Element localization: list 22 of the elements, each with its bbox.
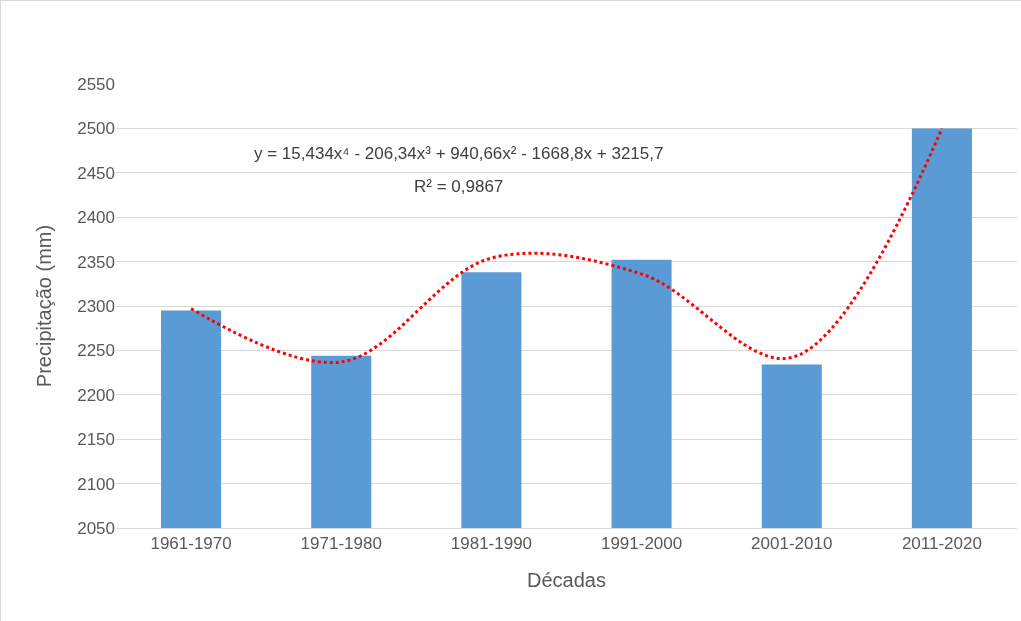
y-tick-label: 2500	[77, 119, 115, 139]
x-tick-label: 1971-1980	[300, 534, 382, 554]
annotation: y = 15,434x⁴ - 206,34x³ + 940,66x² - 1668,8x + 3215,7	[254, 144, 664, 163]
y-tick-label: 2150	[77, 430, 115, 450]
x-tick-label: 1981-1990	[450, 534, 533, 554]
y-tick-label: 2050	[77, 518, 115, 538]
y-tick-label: 2100	[77, 474, 115, 494]
line-series	[189, 126, 944, 364]
y-tick-label: 2200	[77, 385, 115, 405]
x-tick-label: 1991-2000	[600, 534, 683, 554]
x-tick-label: 2001-2010	[751, 534, 833, 554]
y-axis-title: Precipitação (mm)	[32, 224, 55, 388]
y-tick-label: 2250	[77, 341, 115, 361]
y-tick-label: 2450	[77, 163, 115, 183]
y-tick-label: 2550	[77, 74, 115, 94]
x-tick-label: 1961-1970	[150, 534, 232, 554]
x-tick-label: 2011-2020	[901, 534, 982, 554]
y-tick-label: 2300	[77, 296, 115, 316]
y-tick-label: 2400	[77, 208, 115, 228]
y-tick-label: 2350	[77, 252, 115, 272]
annotation: R² = 0,9867	[414, 177, 504, 196]
x-axis-title: Décadas	[527, 568, 606, 591]
